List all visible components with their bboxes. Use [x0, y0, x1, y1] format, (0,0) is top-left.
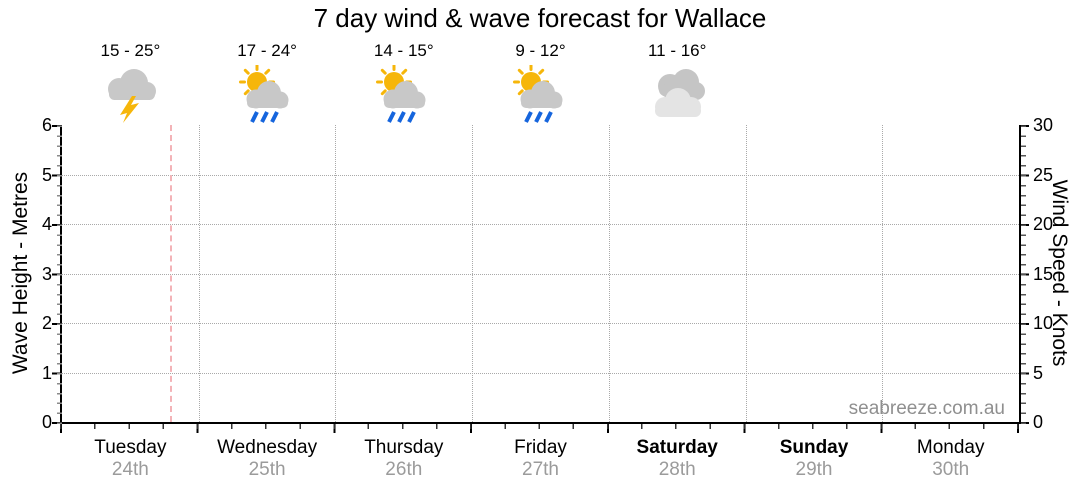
weather-icon-slot [645, 65, 709, 123]
gridline-horizontal [62, 224, 1019, 225]
bottom-axis-minor-ticks [60, 424, 1021, 429]
wave-height-tick: 6 [41, 115, 52, 135]
right-axis-title: Wind Speed - Knots [1048, 179, 1071, 367]
temp-range: 14 - 15° [373, 41, 434, 60]
sun-shower-icon [509, 65, 573, 123]
sun-shower-icon [235, 65, 299, 123]
gridline-day-boundary [198, 125, 200, 422]
temp-range: 15 - 25° [100, 41, 161, 60]
thunderstorm-icon [98, 65, 162, 123]
wind-speed-tick: 10 [1033, 313, 1054, 333]
wave-height-tick: 1 [41, 362, 52, 383]
watermark: seabreeze.com.au [848, 398, 1005, 419]
temp-range: 17 - 24° [237, 41, 297, 60]
day-name-label: Sunday [779, 437, 849, 458]
wave-height-tick: 3 [41, 263, 52, 284]
wave-height-tick: 0 [41, 412, 52, 432]
weather-icon-slot [235, 65, 299, 123]
wave-height-tick: 2 [41, 313, 52, 333]
gridline-day-boundary [335, 125, 337, 422]
weather-icon-slot [372, 65, 436, 123]
sun-shower-icon [372, 65, 436, 123]
wind-speed-tick: 30 [1033, 115, 1054, 135]
wind-speed-tick: 20 [1033, 214, 1054, 234]
day-date-label: 28th [658, 459, 696, 480]
left-axis-title: Wave Height - Metres [9, 171, 32, 375]
day-date-label: 26th [385, 459, 423, 480]
wave-height-tick: 5 [41, 164, 52, 185]
weather-icon-slot [509, 65, 573, 123]
gridline-horizontal [62, 372, 1019, 374]
day-name-label: Saturday [636, 437, 718, 458]
day-name-label: Tuesday [94, 437, 167, 458]
chart-title: 7 day wind & wave forecast for Wallace [313, 3, 767, 33]
day-date-label: 27th [522, 459, 559, 480]
gridline-horizontal [62, 174, 1019, 176]
day-name-label: Wednesday [217, 437, 318, 458]
wind-speed-tick: 25 [1033, 164, 1054, 185]
wind-speed-tick: 15 [1033, 263, 1054, 284]
wind-speed-tick: 5 [1033, 362, 1044, 383]
left-axis-minor-ticks [57, 124, 62, 424]
gridline-day-boundary [882, 125, 884, 422]
day-date-label: 24th [111, 459, 149, 480]
wind-speed-tick: 0 [1033, 412, 1044, 432]
day-date-label: 30th [932, 459, 970, 480]
temp-range: 11 - 16° [647, 41, 707, 60]
gridline-day-boundary [472, 125, 474, 422]
wave-height-tick: 4 [41, 214, 52, 234]
day-date-label: 29th [795, 459, 833, 480]
plot-area: seabreeze.com.au [60, 125, 1021, 424]
left-axis-major-ticks [52, 124, 60, 424]
gridline-horizontal [62, 273, 1019, 275]
gridline-day-boundary [745, 125, 747, 422]
day-name-label: Monday [916, 437, 985, 458]
gridline-day-boundary [608, 125, 610, 422]
current-time-marker-line [170, 125, 172, 422]
day-date-label: 25th [248, 459, 286, 480]
day-name-label: Thursday [364, 437, 444, 458]
weather-icon-slot [98, 65, 162, 123]
day-name-label: Friday [514, 437, 567, 458]
right-axis-minor-ticks [1021, 124, 1026, 424]
gridline-horizontal [62, 323, 1019, 324]
cloudy-icon [645, 65, 709, 123]
temp-range: 9 - 12° [515, 41, 566, 60]
